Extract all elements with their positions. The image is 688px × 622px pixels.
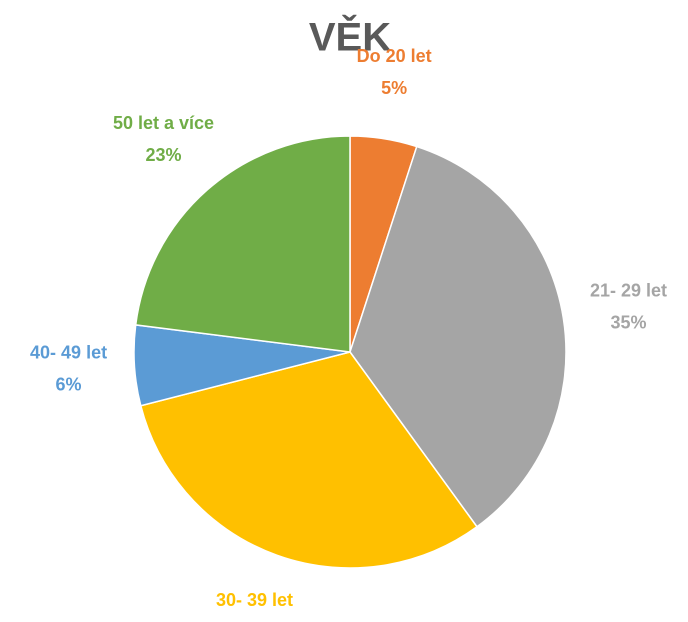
slice-value-label: 35% (611, 313, 647, 333)
slice-value-label: 6% (56, 374, 82, 394)
slice-value-label: 23% (145, 145, 181, 165)
slice-label: 40- 49 let (30, 342, 107, 362)
slice-label: 21- 29 let (590, 281, 667, 301)
slice-label: Do 20 let (357, 46, 432, 66)
slice-label: 30- 39 let (216, 590, 293, 610)
slice-label: 50 let a více (113, 113, 214, 133)
slice-value-label: 5% (381, 78, 407, 98)
pie-slice (139, 351, 479, 569)
pie-slice (349, 145, 567, 528)
pie-slice (134, 135, 351, 353)
chart-title: VĚK (309, 14, 391, 60)
